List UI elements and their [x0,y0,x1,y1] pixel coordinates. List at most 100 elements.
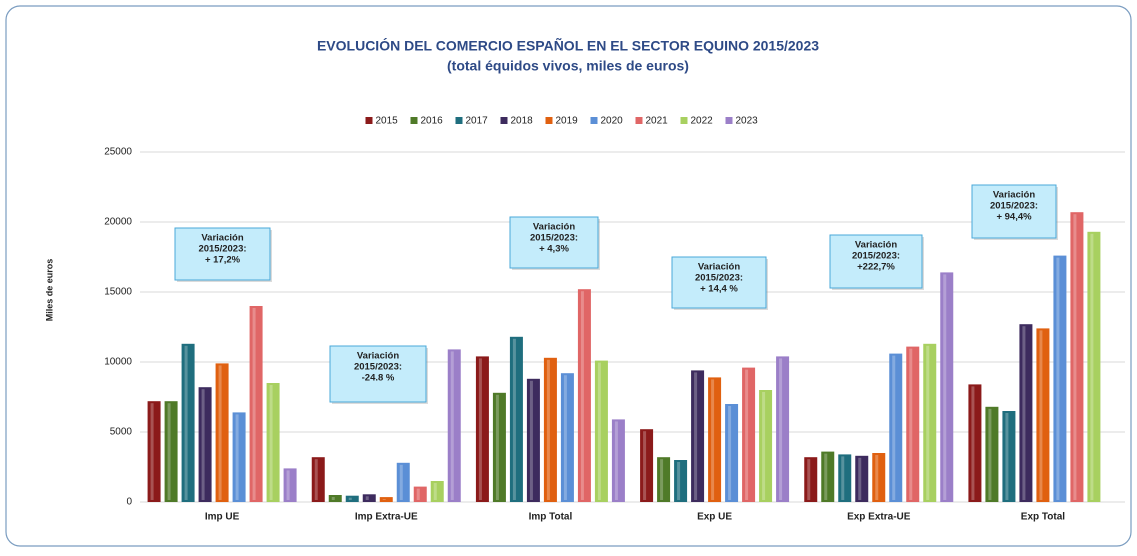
y-axis-label: Miles de euros [44,259,54,322]
bar [838,454,852,502]
bar [492,392,506,502]
bar [396,462,410,502]
annotation-text: Variación [533,222,575,233]
bar-shine [1073,214,1077,500]
bar [328,495,342,502]
bar [611,419,625,502]
bar-shine [597,362,601,500]
annotation-text: + 94,4% [996,212,1032,223]
bar-shine [450,351,454,500]
bar-shine [1022,326,1026,500]
annotation-text: Variación [357,351,399,362]
annotation-box [329,345,427,403]
bar-shine [858,457,862,500]
legend-label: 2020 [601,116,624,127]
bar-shine [807,459,811,500]
chart-subtitle: (total équidos vivos, miles de euros) [447,58,689,74]
bar-shine [762,392,766,500]
bar-shine [331,497,335,500]
bar-shine [909,348,913,500]
bar [379,497,393,502]
bar-shine [779,358,783,500]
annotation-box [509,216,599,269]
bar-shine [824,453,828,500]
bar-shine [269,385,273,500]
bar-shine [745,369,749,500]
annotation-text: Variación [698,262,740,273]
bar [577,289,591,502]
annotation-text: +222,7% [857,262,895,273]
bar-shine [563,375,567,500]
annotation-box [829,234,923,289]
legend-label: 2017 [466,116,489,127]
bar [759,390,773,502]
annotation-text: Variación [993,190,1035,201]
bar-shine [365,496,369,500]
bar-shine [348,497,352,500]
bar-shine [529,380,533,500]
annotation-text: + 14,4 % [700,284,738,295]
bar-shine [694,372,698,500]
x-tick-label: Imp Extra-UE [355,512,418,523]
bar [708,377,722,502]
bar-shine [167,403,171,500]
legend-swatch [410,117,418,124]
x-tick-label: Exp Extra-UE [847,512,911,523]
bar-shine [416,488,420,500]
bar [198,387,212,502]
bar [872,453,886,502]
bar [413,486,427,502]
bar-shine [150,403,154,500]
bar [543,357,557,502]
bar-shine [546,359,550,500]
y-tick-label: 20000 [104,217,132,228]
bar-shine [728,406,732,500]
bar [985,406,999,502]
bar-shine [252,308,256,500]
bar [345,495,359,502]
x-tick-label: Imp UE [205,512,240,523]
y-tick-label: 25000 [104,147,132,158]
bar [889,353,903,502]
bar-shine [286,470,290,500]
bar [311,457,325,502]
legend-swatch [545,117,553,124]
legend-label: 2019 [556,116,579,127]
bar-shine [875,455,879,500]
bar [283,468,297,502]
x-tick-label: Exp Total [1021,512,1065,523]
annotation-text: + 4,3% [539,244,569,255]
bar-shine [1056,257,1060,500]
bar [232,412,246,502]
bar [181,343,195,502]
bar-shine [711,379,715,500]
bar-shine [892,355,896,500]
bar [1087,231,1101,503]
bar [164,401,178,502]
bar [509,336,523,502]
legend-swatch [680,117,688,124]
bar [362,494,376,502]
bar [657,457,671,502]
bar [804,457,818,502]
bar-shine [1039,330,1043,500]
bar [560,373,574,502]
bar [742,367,756,502]
bar-shine [926,345,930,500]
chart-title: EVOLUCIÓN DEL COMERCIO ESPAÑOL EN EL SEC… [317,37,819,54]
legend-swatch [365,117,373,124]
bar-shine [614,421,618,500]
legend-swatch [500,117,508,124]
bar-shine [660,459,664,500]
annotation-text: Variación [201,233,243,244]
bar [249,306,263,502]
bar-shine [1005,413,1009,500]
bar-shine [677,462,681,500]
bar [266,383,280,502]
y-tick-label: 5000 [110,427,133,438]
annotation-text: 2015/2023: [198,244,246,255]
legend-swatch [635,117,643,124]
bar [430,481,444,502]
legend-swatch [725,117,733,124]
